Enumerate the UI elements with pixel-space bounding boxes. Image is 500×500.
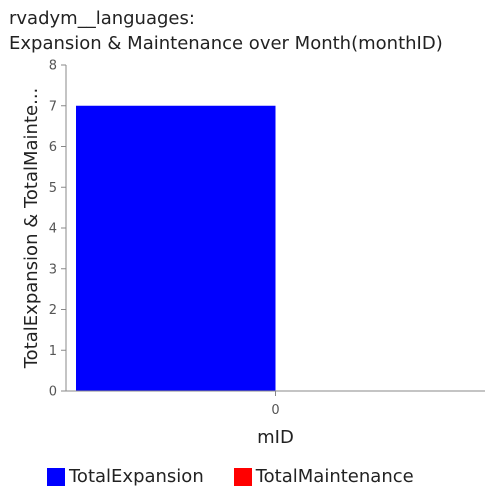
legend-item-maintenance: TotalMaintenance [233,466,414,487]
y-axis-label: TotalExpansion & TotalMainte... [21,88,42,370]
chart-title: rvadym__languages: Expansion & Maintenan… [9,6,443,56]
legend-item-expansion: TotalExpansion [47,466,204,487]
y-tick-label: 5 [49,181,57,196]
bars-group [76,105,276,391]
x-tick-label: 0 [271,403,279,418]
legend: TotalExpansion TotalMaintenance [47,466,444,487]
y-tick-label: 8 [49,59,57,74]
legend-label-expansion: TotalExpansion [69,466,204,487]
y-tick-label: 4 [49,222,57,237]
y-tick-label: 1 [49,344,57,359]
legend-swatch-maintenance [233,467,252,486]
bar-totalexpansion-0 [76,105,276,391]
x-axis-label: mID [257,427,294,448]
y-tick-label: 7 [49,99,57,114]
legend-label-maintenance: TotalMaintenance [255,466,414,487]
axes-group: 0 1 2 3 4 5 6 7 8 0 [49,59,485,418]
bar-chart: 0 1 2 3 4 5 6 7 8 0 mID TotalExpansion & TotalMai… [21,59,485,448]
legend-swatch-expansion [47,467,65,486]
y-tick-label: 2 [49,303,57,318]
chart-title-line-1: rvadym__languages: [9,8,195,29]
y-tick-label: 3 [49,262,57,277]
y-tick-label: 0 [49,385,57,400]
chart-title-line-2: Expansion & Maintenance over Month(month… [9,33,443,54]
y-tick-label: 6 [49,140,57,155]
